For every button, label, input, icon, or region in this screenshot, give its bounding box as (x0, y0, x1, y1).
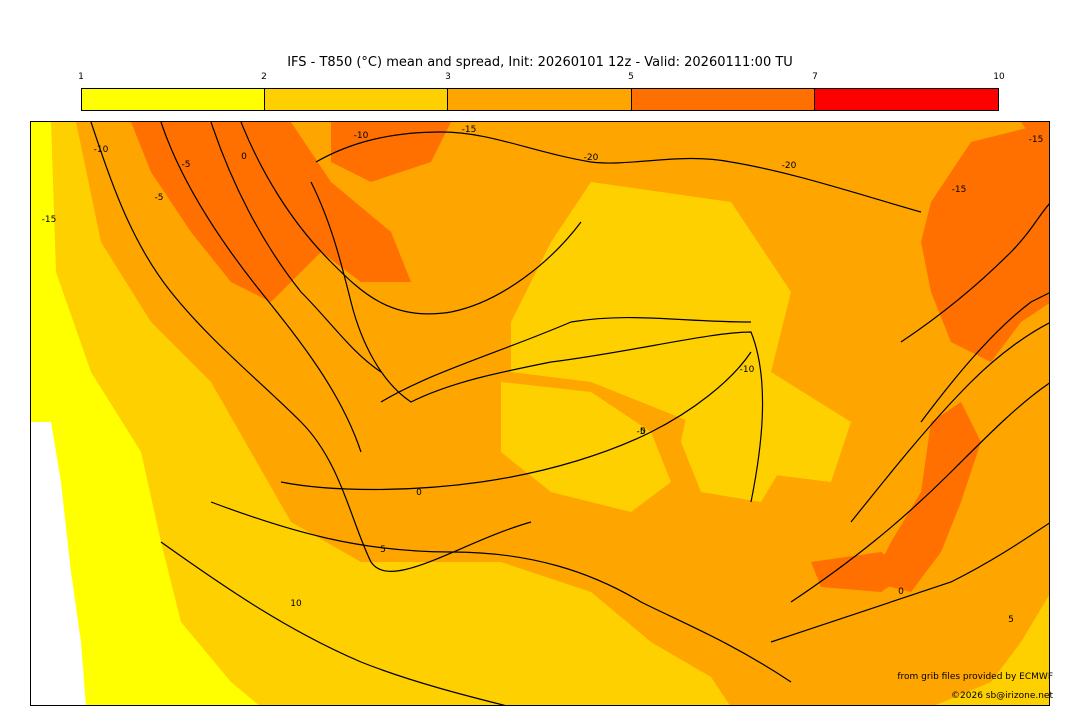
white-area (31, 422, 86, 705)
colorbar-tick: 10 (993, 72, 1005, 82)
colorbar-segment (814, 89, 998, 110)
isotherm-label: 0 (416, 488, 422, 498)
colorbar-tick: 5 (628, 72, 634, 82)
isotherm-line (770, 522, 1049, 643)
isotherm-line (310, 181, 552, 403)
isotherm-line (850, 322, 1049, 523)
isotherm-label: -20 (584, 153, 599, 163)
map-panel: -10 -5 0 -5 -10 -15 -20 -20 -15 -15 -10 … (30, 121, 1050, 706)
spread-field-2-3-patch (681, 392, 791, 502)
isotherm-label: -15 (462, 125, 477, 135)
isotherm-line (210, 122, 382, 373)
isotherm-label: -5 (182, 160, 191, 170)
isotherm-label: -15 (42, 215, 57, 225)
source-credit: from grib files provided by ECMWF (897, 672, 1053, 682)
map-canvas: -10 -5 0 -5 -10 -15 -20 -20 -15 -15 -10 … (31, 122, 1049, 705)
isotherm-line (920, 292, 1049, 423)
isotherm-line (380, 316, 752, 403)
isotherm-label: -10 (94, 145, 109, 155)
isotherm-labels: -10 -5 0 -5 -10 -15 -20 -20 -15 -15 -10 … (42, 125, 1044, 625)
spread-field-5-7 (921, 122, 1049, 362)
spread-field-5-7 (331, 122, 451, 182)
isotherm-line (90, 122, 532, 572)
isotherm-line (160, 122, 362, 453)
colorbar (81, 88, 999, 111)
isotherm-line (280, 351, 752, 491)
isotherm-label: -20 (782, 161, 797, 171)
isotherm-label: -5 (637, 427, 646, 437)
isotherm-line (550, 331, 764, 503)
spread-field-5-7 (131, 122, 411, 302)
isotherm-label: -5 (155, 193, 164, 203)
chart-title: IFS - T850 (°C) mean and spread, Init: 2… (287, 55, 793, 70)
isotherms (90, 122, 1049, 705)
colorbar-segment (265, 89, 449, 110)
isotherm-line (210, 501, 792, 683)
isotherm-label: -15 (1029, 135, 1044, 145)
colorbar-tick: 2 (261, 72, 267, 82)
spread-field-2-3-patch (501, 382, 671, 512)
spread-field-5-7 (811, 552, 911, 592)
isotherm-label: -10 (740, 365, 755, 375)
colorbar-segment (631, 89, 815, 110)
isotherm-label: 0 (898, 587, 904, 597)
isotherm-label: -10 (354, 131, 369, 141)
spread-field-7-10 (1021, 122, 1049, 142)
copyright-credit: ©2026 sb@irizone.net (951, 691, 1053, 701)
colorbar-segment (448, 89, 632, 110)
isotherm-label: 5 (1008, 615, 1014, 625)
isotherm-label: 10 (290, 599, 302, 609)
spread-field-5-7 (871, 402, 981, 592)
colorbar-tick: 1 (78, 72, 84, 82)
isotherm-label: 0 (640, 427, 646, 437)
colorbar-segment (82, 89, 266, 110)
isotherm-label: 5 (380, 545, 386, 555)
isotherm-line (240, 122, 582, 315)
isotherm-line (900, 203, 1049, 343)
isotherm-label: -15 (952, 185, 967, 195)
isotherm-line (160, 541, 506, 705)
isotherm-line (315, 131, 922, 213)
isotherm-label: 0 (241, 152, 247, 162)
isotherm-line (790, 382, 1049, 603)
colorbar-tick: 7 (812, 72, 818, 82)
colorbar-tick: 3 (445, 72, 451, 82)
